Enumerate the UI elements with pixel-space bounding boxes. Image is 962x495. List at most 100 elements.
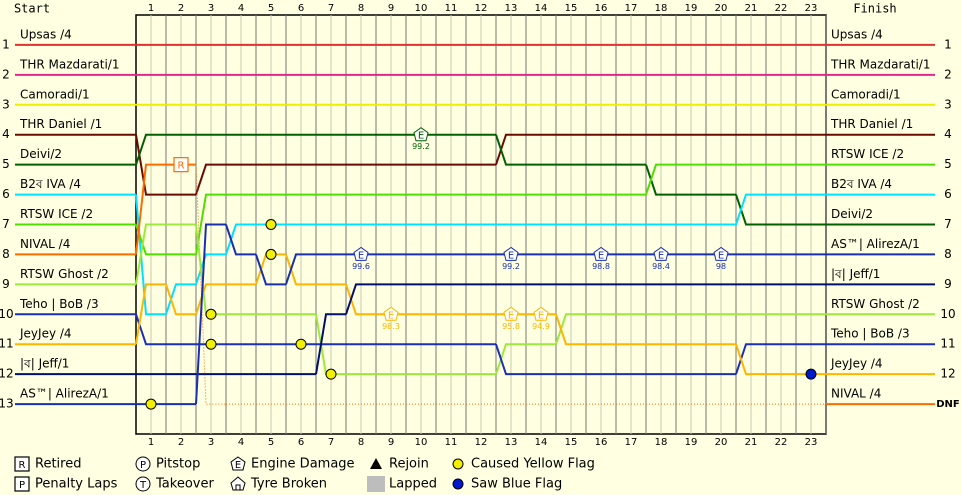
lines: Upsas /4 Upsas /4 THR Mazdarati/1 THR Mazda… xyxy=(15,27,935,406)
legend-symbol: R xyxy=(14,456,30,472)
y-tick-label: 2 xyxy=(2,67,10,81)
start-name: Teho | BoB /3 xyxy=(19,297,99,311)
legend-symbol: T xyxy=(135,476,151,492)
x-tick-label-top: 3 xyxy=(208,3,214,14)
y2-tick-label: 10 xyxy=(940,307,955,321)
event-marker: E xyxy=(713,246,729,261)
position-line xyxy=(135,224,166,256)
x-tick-label-top: 16 xyxy=(595,3,608,14)
x-tick-label-top: 5 xyxy=(268,3,274,14)
event-marker: E xyxy=(533,306,549,321)
y2-tick-label: 12 xyxy=(940,367,955,381)
start-name: NIVAL /4 xyxy=(20,237,70,251)
x-tick-label-bottom: 21 xyxy=(745,437,758,448)
position-line xyxy=(285,254,316,286)
x-tick-label-bottom: 9 xyxy=(388,437,394,448)
x-tick-label-bottom: 17 xyxy=(625,437,638,448)
symbol-pentagon xyxy=(653,246,669,261)
x-tick-label-top: 7 xyxy=(328,3,334,14)
symbol-yellow xyxy=(265,219,277,230)
x-tick-label-bottom: 20 xyxy=(715,437,728,448)
x-tick-label-top: 21 xyxy=(745,3,758,14)
event-marker: E xyxy=(353,246,369,261)
x-tick-label-top: 23 xyxy=(805,3,818,14)
position-line xyxy=(165,284,196,316)
event-marker xyxy=(265,248,277,260)
position-line xyxy=(255,254,286,286)
y-tick-label: 1 xyxy=(2,37,10,51)
event-marker xyxy=(205,338,217,350)
legend-label: Retired xyxy=(35,457,81,472)
symbol-letter: R xyxy=(178,161,185,172)
symbol-letter: E xyxy=(358,250,364,261)
symbol-yellow xyxy=(205,308,217,320)
position-line xyxy=(495,343,526,376)
position-line xyxy=(135,223,166,285)
x-tick-label-bottom: 3 xyxy=(208,437,214,448)
event-value: 98.8 xyxy=(592,262,610,271)
y-tick-label: 7 xyxy=(2,217,10,231)
event-marker: R xyxy=(173,157,189,173)
y-tick-label: 10 xyxy=(0,307,14,321)
symbol-letter: E xyxy=(718,250,724,261)
symbol-pentagon xyxy=(503,246,519,261)
x-tick-label-top: 14 xyxy=(535,3,548,14)
symbol-lapped xyxy=(367,476,385,492)
position-line xyxy=(225,224,256,256)
finish-name: Upsas /4 xyxy=(831,27,883,41)
symbol-yellow xyxy=(452,458,464,470)
x-tick-label-top: 2 xyxy=(178,3,184,14)
symbol-letter: E xyxy=(508,310,514,321)
symbol-box xyxy=(173,157,189,173)
finish-name: RTSW Ghost /2 xyxy=(831,297,920,311)
x-tick-label-top: 4 xyxy=(238,3,244,14)
x-tick-label-bottom: 11 xyxy=(445,437,458,448)
symbol-pentagon xyxy=(593,246,609,261)
legend-label: Saw Blue Flag xyxy=(471,477,562,492)
x-tick-label-bottom: 8 xyxy=(358,437,364,448)
x-tick-label-top: 12 xyxy=(475,3,488,14)
y-tick-label: 5 xyxy=(2,157,10,171)
event-marker xyxy=(325,368,337,380)
symbol-yellow xyxy=(145,398,157,410)
event-marker xyxy=(145,398,157,410)
legend-symbol: P xyxy=(135,456,151,472)
finish-name: Teho | BoB /3 xyxy=(830,327,910,341)
legend-symbol xyxy=(370,458,382,469)
symbol-letter: P xyxy=(140,460,146,471)
y-tick-label: 3 xyxy=(2,97,10,111)
symbol-circle xyxy=(135,476,151,492)
start-name: |ব| Jeff/1 xyxy=(20,357,69,371)
legend-symbol xyxy=(230,476,246,491)
symbol-letter: E xyxy=(388,310,394,321)
event-marker: E xyxy=(413,127,429,142)
x-tick-label-bottom: 19 xyxy=(685,437,698,448)
event-value: 98 xyxy=(716,262,726,271)
finish-name: JeyJey /4 xyxy=(830,357,883,371)
finish-name: |ব| Jeff/1 xyxy=(831,267,880,281)
x-tick-label-bottom: 1 xyxy=(148,437,154,448)
y2-tick-label: 11 xyxy=(940,337,955,351)
event-marker xyxy=(805,368,817,380)
event-value: 99.6 xyxy=(352,262,370,271)
x-tick-label-bottom: 2 xyxy=(178,437,184,448)
y2-tick-label: DNF xyxy=(936,399,960,410)
position-line xyxy=(135,163,166,255)
position-line xyxy=(645,163,676,195)
start-name: RTSW Ghost /2 xyxy=(20,267,109,281)
start-name: Deivi/2 xyxy=(20,147,62,161)
legend-label: Lapped xyxy=(389,477,437,492)
start-name: THR Mazdarati/1 xyxy=(19,57,120,71)
x-tick-label-top: 15 xyxy=(565,3,578,14)
position-line xyxy=(315,313,346,375)
x-tick-label-bottom: 10 xyxy=(415,437,428,448)
event-marker: E xyxy=(653,246,669,261)
start-name: Upsas /4 xyxy=(20,27,72,41)
x-tick-label-top: 20 xyxy=(715,3,728,14)
symbol-pentagon xyxy=(503,306,519,321)
event-value: 99.2 xyxy=(502,262,520,271)
y2-tick-label: 7 xyxy=(944,217,952,231)
y-tick-label: 13 xyxy=(0,397,14,411)
symbol-house-door xyxy=(235,484,241,491)
x-tick-label-top: 19 xyxy=(685,3,698,14)
